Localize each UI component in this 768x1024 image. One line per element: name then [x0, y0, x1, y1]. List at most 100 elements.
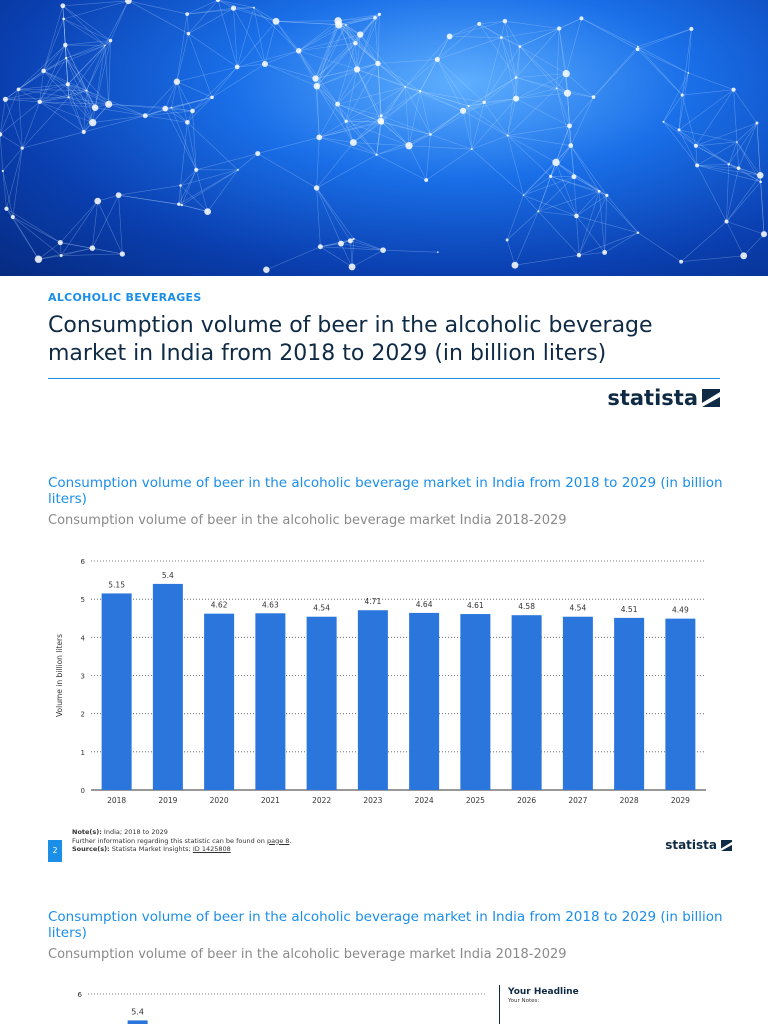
network-line: [756, 122, 761, 176]
network-line: [681, 94, 697, 146]
network-line: [196, 153, 258, 171]
source-link[interactable]: ID 1425808: [192, 845, 231, 853]
network-line: [463, 98, 517, 112]
network-line: [697, 164, 729, 166]
network-line: [501, 28, 560, 38]
network-dot: [379, 114, 383, 118]
network-line: [606, 195, 639, 233]
x-tick-label: 2029: [671, 796, 690, 805]
network-line: [468, 106, 473, 150]
network-line: [637, 49, 683, 96]
network-line: [217, 0, 238, 68]
network-line: [0, 134, 23, 149]
network-line: [316, 86, 347, 122]
x-tick-label: 2025: [466, 796, 485, 805]
your-notes: Your Notes:: [508, 998, 540, 1004]
network-line: [180, 122, 188, 186]
network-dot: [60, 3, 66, 9]
network-line: [18, 89, 23, 149]
network-dot: [105, 100, 113, 108]
network-line: [381, 90, 421, 117]
network-dot: [424, 178, 429, 183]
network-line: [39, 101, 84, 133]
network-line: [337, 43, 356, 105]
network-line: [728, 122, 758, 165]
network-line: [319, 115, 382, 138]
network-line: [346, 86, 406, 122]
network-line: [2, 170, 7, 209]
network-dot: [142, 113, 148, 119]
data-label: 4.61: [467, 601, 484, 610]
network-line: [559, 18, 582, 29]
y-tick-label: 2: [81, 711, 85, 719]
network-line: [556, 88, 594, 98]
network-line: [678, 95, 683, 130]
network-line: [0, 101, 40, 135]
network-line: [663, 121, 680, 131]
network-line: [95, 107, 146, 117]
network-line: [68, 90, 87, 98]
network-line: [176, 81, 188, 123]
y-tick-label: 6: [81, 558, 86, 566]
network-dot: [375, 60, 381, 67]
network-line: [315, 78, 347, 122]
network-dot: [162, 105, 169, 112]
network-line: [315, 63, 379, 79]
network-line: [356, 63, 379, 70]
network-line: [678, 129, 729, 165]
divider: [48, 378, 720, 379]
network-line: [598, 191, 605, 253]
network-dot: [470, 148, 473, 151]
network-line: [738, 167, 761, 176]
network-dot: [693, 143, 698, 148]
network-line: [108, 103, 172, 108]
network-dot: [759, 180, 762, 184]
network-line: [506, 239, 516, 266]
network-line: [355, 42, 406, 88]
network-line: [515, 98, 570, 127]
network-line: [523, 176, 551, 196]
network-dot: [352, 237, 355, 241]
network-line: [345, 24, 379, 64]
network-line: [556, 88, 572, 146]
network-line: [738, 122, 758, 169]
x-tick-label: 2024: [415, 796, 434, 805]
network-line: [320, 246, 384, 251]
network-line: [637, 46, 689, 74]
network-line: [320, 243, 342, 248]
network-line: [501, 37, 517, 99]
network-dot: [34, 255, 43, 263]
network-dot: [210, 95, 214, 100]
page-link[interactable]: page 8: [267, 836, 290, 845]
network-dot: [215, 0, 221, 3]
network-dot: [204, 208, 212, 215]
network-line: [570, 96, 594, 146]
network-line: [678, 129, 697, 146]
category-label: ALCOHOLIC BEVERAGES: [48, 291, 202, 304]
network-line: [484, 77, 517, 103]
network-dot: [735, 141, 738, 143]
network-line: [39, 101, 109, 105]
network-line: [67, 83, 109, 105]
network-line: [337, 103, 377, 155]
network-line: [337, 103, 382, 117]
network-line: [345, 24, 358, 70]
network-line: [92, 104, 109, 123]
network-line: [253, 7, 299, 51]
your-headline: Your Headline: [508, 987, 579, 997]
network-line: [537, 176, 551, 212]
network-line: [338, 17, 376, 25]
network-line: [118, 194, 179, 205]
network-line: [104, 45, 109, 105]
network-line: [555, 162, 577, 217]
network-line: [697, 165, 761, 183]
network-line: [338, 24, 358, 70]
network-line: [86, 90, 109, 105]
network-dot: [89, 245, 96, 251]
network-line: [315, 78, 338, 105]
network-dot: [186, 31, 191, 36]
network-line: [565, 73, 570, 126]
network-line: [515, 77, 557, 89]
network-line: [2, 170, 14, 218]
network-line: [128, 0, 188, 15]
